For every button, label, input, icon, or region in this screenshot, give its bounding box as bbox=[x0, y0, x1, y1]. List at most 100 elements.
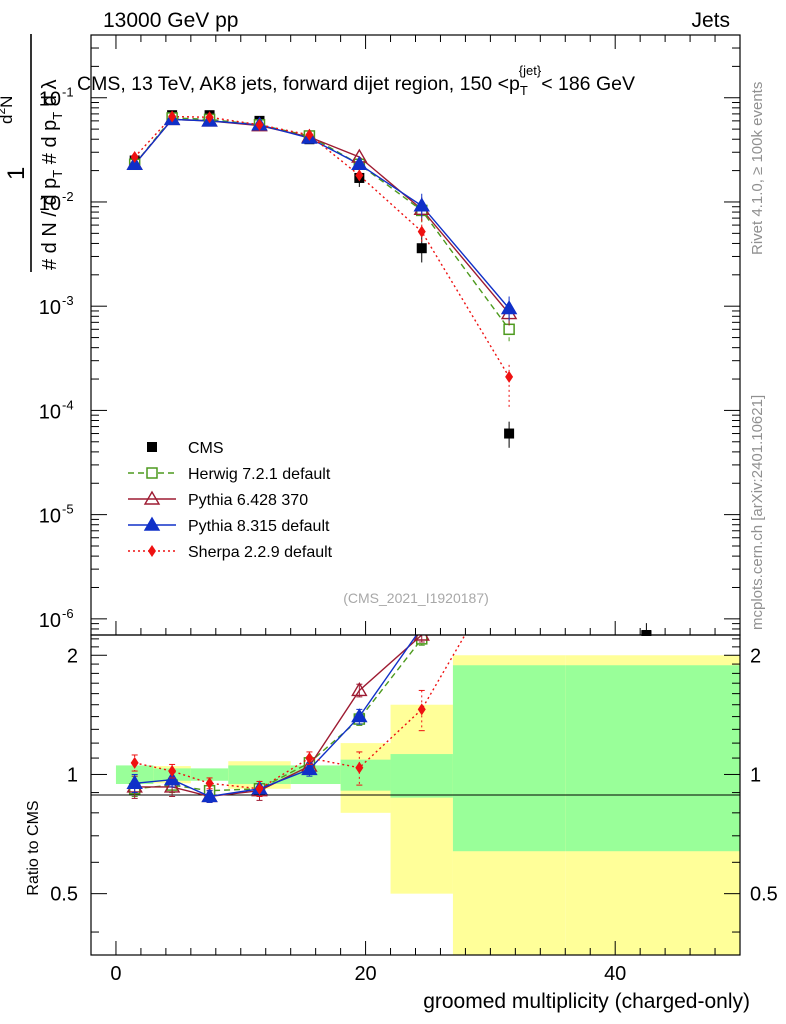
series-point-pythia bbox=[351, 155, 368, 170]
plot-title-sup: {jet} bbox=[519, 63, 542, 78]
main-y-tick-exponent: -5 bbox=[62, 502, 74, 517]
legend: CMS Herwig 7.2.1 default Pythia 6.428 370 P… bbox=[128, 440, 333, 561]
main-y-tick-label: 10 bbox=[39, 193, 61, 215]
x-tick-labels: 0 20 40 bbox=[110, 963, 626, 985]
plot-title-sub: T bbox=[520, 83, 528, 98]
main-y-tick-exponent: -6 bbox=[62, 606, 74, 621]
series-point-sherpa bbox=[505, 370, 514, 383]
main-y-tick-label: 10 bbox=[39, 401, 61, 423]
analysis-watermark: (CMS_2021_I1920187) bbox=[343, 590, 489, 606]
ratio-axis-ticks bbox=[91, 638, 740, 955]
series-line-pythia bbox=[134, 118, 510, 309]
cms-data-point bbox=[504, 428, 515, 439]
rivet-label: Rivet 4.1.0, ≥ 100k events bbox=[749, 82, 766, 255]
y-label-numerator: 1 bbox=[3, 167, 30, 180]
legend-marker bbox=[146, 467, 158, 479]
main-y-tick-exponent: -1 bbox=[62, 85, 74, 100]
main-y-axis-label: 1 # d N / d pT # d pT d λ d2N bbox=[0, 34, 65, 272]
ratio-y-tick-labels: 2 2 1 1 0.5 0.5 bbox=[50, 645, 778, 905]
legend-marker bbox=[148, 545, 156, 557]
series-point-sherpa bbox=[205, 111, 214, 124]
ratio-y-tick-label: 0.5 bbox=[50, 884, 78, 906]
mcplots-label: mcplots.cern.ch [arXiv:2401.10621] bbox=[749, 395, 766, 630]
ratio-stat-band bbox=[190, 768, 229, 781]
ratio-point-pythia bbox=[163, 771, 181, 786]
main-y-tick-exponent: -3 bbox=[62, 293, 74, 308]
y-label-denominator: # d N / d pT # d pT d λ bbox=[39, 80, 65, 270]
ratio-point-pythia bbox=[502, 340, 516, 352]
x-axis-label: groomed multiplicity (charged-only) bbox=[423, 990, 750, 1013]
legend-label: Sherpa 2.2.9 default bbox=[188, 544, 333, 561]
ratio-y-tick-label: 1 bbox=[67, 764, 78, 786]
ratio-y-tick-label: 2 bbox=[67, 645, 78, 667]
ratio-point-sherpa bbox=[205, 777, 214, 790]
ratio-y-tick-label-right: 0.5 bbox=[750, 884, 778, 906]
ratio-point-pythia bbox=[163, 778, 181, 793]
main-panel: 10-110-210-310-410-510-6 bbox=[39, 34, 741, 636]
legend-label: Pythia 8.315 default bbox=[188, 518, 330, 535]
series-line-herwig bbox=[134, 117, 510, 330]
series-point-herwig bbox=[503, 323, 515, 336]
ratio-series-group bbox=[126, 340, 516, 803]
x-tick-label: 40 bbox=[604, 963, 626, 985]
ratio-point-pythia bbox=[201, 788, 218, 803]
cms-data-point-edge bbox=[641, 631, 652, 636]
plot-title-main: CMS, 13 TeV, AK8 jets, forward dijet reg… bbox=[77, 73, 520, 95]
main-axis-ticks bbox=[91, 34, 740, 636]
plot-title: CMS, 13 TeV, AK8 jets, forward dijet reg… bbox=[77, 63, 635, 98]
cms-data-point bbox=[416, 243, 427, 254]
series-point-sherpa bbox=[305, 128, 314, 141]
main-y-tick-labels: 10-110-210-310-410-510-6 bbox=[39, 85, 74, 632]
ratio-point-pythia bbox=[351, 708, 368, 723]
series-line-sherpa bbox=[134, 115, 510, 378]
legend-label: CMS bbox=[188, 440, 224, 457]
series-point-sherpa bbox=[168, 110, 177, 123]
main-y-tick-label: 10 bbox=[39, 89, 61, 111]
legend-marker bbox=[143, 516, 161, 531]
series-point-pythia bbox=[413, 197, 430, 212]
main-y-tick-label: 10 bbox=[39, 506, 61, 528]
series-point-sherpa bbox=[417, 225, 426, 238]
ratio-uncertainty-bands bbox=[115, 655, 740, 955]
ratio-line-herwig bbox=[134, 635, 424, 792]
main-y-tick-label: 10 bbox=[39, 610, 61, 632]
ratio-point-sherpa bbox=[505, 553, 513, 565]
ratio-point-pythia bbox=[413, 635, 430, 641]
legend-label: Pythia 6.428 370 bbox=[188, 492, 308, 509]
ratio-point-sherpa bbox=[168, 765, 177, 778]
ratio-point-pythia bbox=[351, 682, 368, 697]
ratio-stat-band bbox=[390, 754, 453, 798]
ratio-point-pythia bbox=[126, 774, 143, 789]
ratio-y-tick-label-right: 1 bbox=[750, 764, 761, 786]
legend-label: Herwig 7.2.1 default bbox=[188, 466, 331, 483]
ratio-stat-band bbox=[340, 759, 391, 791]
series-point-pythia bbox=[126, 155, 143, 170]
main-y-tick-exponent: -4 bbox=[62, 397, 74, 412]
legend-marker bbox=[147, 442, 157, 452]
ratio-stat-band bbox=[452, 665, 566, 852]
ratio-point-pythia bbox=[415, 621, 429, 633]
ratio-panel: 2 2 1 1 0.5 0.5 0 20 40 bbox=[50, 340, 778, 985]
ratio-point-sherpa bbox=[355, 761, 364, 774]
series-point-sherpa bbox=[130, 151, 139, 164]
ratio-y-tick-label-right: 2 bbox=[750, 645, 761, 667]
series-line-pythia bbox=[134, 118, 510, 314]
ratio-point-sherpa bbox=[417, 703, 426, 716]
ratio-stat-band bbox=[565, 665, 740, 852]
series-point-sherpa bbox=[355, 169, 364, 182]
main-y-tick-label: 10 bbox=[39, 297, 61, 319]
header-right: Jets bbox=[691, 9, 730, 32]
legend-marker bbox=[143, 490, 161, 505]
plot-title-end: < 186 GeV bbox=[541, 73, 635, 95]
header-left: 13000 GeV pp bbox=[103, 9, 238, 32]
x-tick-label: 20 bbox=[354, 963, 376, 985]
x-tick-label: 0 bbox=[110, 963, 121, 985]
ratio-y-label: Ratio to CMS bbox=[25, 800, 42, 895]
ratio-syst-band bbox=[390, 704, 453, 894]
series-point-pythia bbox=[500, 300, 518, 315]
ratio-point-pythia bbox=[301, 760, 318, 776]
ratio-point-sherpa bbox=[255, 782, 264, 795]
ratio-point-sherpa bbox=[305, 752, 314, 765]
ratio-frame bbox=[90, 634, 741, 956]
